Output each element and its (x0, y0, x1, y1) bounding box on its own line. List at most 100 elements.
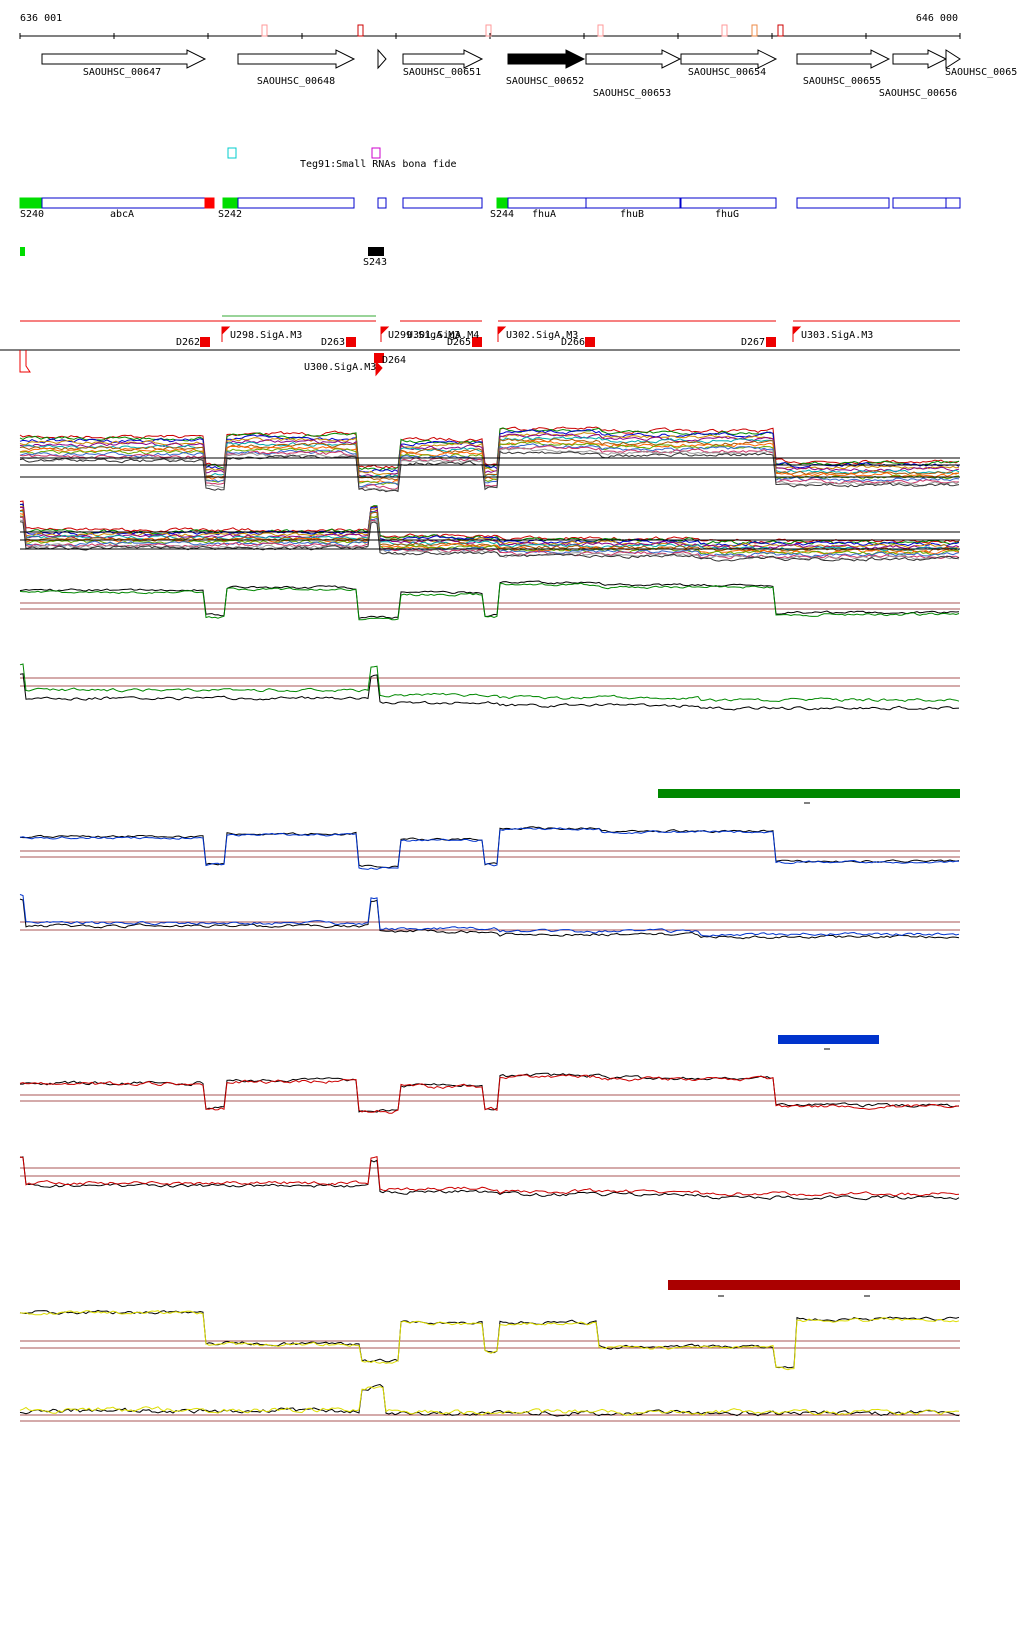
feature-box (41, 197, 206, 209)
feature-box (796, 197, 890, 209)
gene-label: SAOUHSC_00655 (803, 76, 881, 87)
profile-line (19, 1074, 960, 1114)
term-box (200, 337, 210, 347)
feature-box (20, 247, 25, 256)
feature-label: S244 (490, 209, 514, 220)
term-box (374, 353, 384, 363)
feature-box (368, 247, 384, 256)
profile-line (19, 1386, 960, 1416)
feature-label: fhuG (715, 209, 739, 220)
gene-arrow (377, 48, 387, 70)
profile-line (19, 1310, 960, 1371)
cluster-bar (658, 789, 960, 798)
promoter-label: D262 (176, 337, 200, 348)
feature-box (19, 197, 43, 209)
gene-arrow (892, 49, 948, 69)
ruler-marker (597, 24, 604, 37)
promoter-flag (221, 326, 231, 342)
promoter-flag (380, 326, 390, 342)
feature-box (585, 197, 681, 209)
feature-label: S242 (218, 209, 242, 220)
profile-line (19, 445, 960, 490)
promoter-label: D263 (321, 337, 345, 348)
feature-box (377, 197, 387, 209)
profile-line (19, 663, 960, 703)
gene-arrow (945, 49, 961, 69)
feature-box (892, 197, 947, 209)
marker (371, 147, 381, 159)
promoter-label: U302.SigA.M3 (506, 330, 578, 341)
profile-line (19, 443, 960, 488)
promoter-flag (792, 326, 802, 342)
profile-line (19, 894, 960, 937)
gene-arrow (796, 49, 891, 69)
feature-box (402, 197, 483, 209)
ruler-marker (751, 24, 758, 37)
gene-arrow (680, 49, 778, 69)
profile-line (19, 521, 960, 562)
cluster-bar (778, 1035, 879, 1044)
profile-line (19, 429, 960, 473)
promoter-label: D267 (741, 337, 765, 348)
cluster-bar (668, 1280, 960, 1290)
gene-label: SAOUHSC_00651 (403, 67, 481, 78)
profile-line (19, 438, 960, 481)
profile-line (19, 827, 960, 870)
profile-line (19, 426, 960, 469)
feature-label: fhuA (532, 209, 556, 220)
ruler-marker (485, 24, 492, 37)
term-box (585, 337, 595, 347)
profile-line (19, 1156, 960, 1201)
marker (227, 147, 237, 159)
feature-box (680, 197, 777, 209)
profile-line (19, 503, 960, 546)
promoter-flag (375, 360, 383, 377)
ruler-end: 646 000 (916, 13, 958, 24)
profile-line (19, 582, 960, 621)
profile-line (19, 433, 960, 478)
term-box (472, 337, 482, 347)
ruler-start: 636 001 (20, 13, 62, 24)
feature-box (204, 197, 215, 209)
feature-box (237, 197, 355, 209)
gene-label: SAOUHSC_00654 (688, 67, 766, 78)
feature-label: S240 (20, 209, 44, 220)
profile-line (19, 450, 960, 493)
gene-arrow (402, 49, 484, 69)
feature-label: abcA (110, 209, 134, 220)
profile-line (19, 500, 960, 544)
profile-line (19, 898, 960, 940)
promoter-label: U299.SigA.M3 (388, 330, 460, 341)
profile-line (19, 1155, 960, 1197)
profile-line (19, 580, 960, 620)
promoter-label: D265 (447, 337, 471, 348)
profile-line (19, 1383, 960, 1417)
promoter-flag (19, 350, 31, 373)
gene-arrow (41, 49, 207, 69)
feature-box (507, 197, 587, 209)
profile-line (20, 441, 960, 485)
term-box (346, 337, 356, 347)
gene-label: SAOUHSC_00652 (506, 76, 584, 87)
promoter-flag (497, 326, 507, 342)
promoter-label: U298.SigA.M3 (230, 330, 302, 341)
profile-line (19, 673, 960, 711)
feature-box (945, 197, 961, 209)
gene-label: SAOUHSC_00656 (879, 88, 957, 99)
ruler-marker (777, 24, 784, 37)
promoter-label: D264 (382, 355, 406, 366)
gene-arrow (507, 49, 586, 69)
ruler-marker (357, 24, 364, 37)
gene-label: SAOUHSC_00653 (593, 88, 671, 99)
gene-label: SAOUHSC_00647 (83, 67, 161, 78)
feature-box (222, 197, 239, 209)
gene-arrow (585, 49, 682, 69)
gene-label: SAOUHSC_00648 (257, 76, 335, 87)
gene-label: SAOUHSC_0065 (945, 67, 1017, 78)
feature-box (496, 197, 509, 209)
promoter-label: D266 (561, 337, 585, 348)
ruler-marker (261, 24, 268, 37)
term-box (766, 337, 776, 347)
promoter-label: U303.SigA.M3 (801, 330, 873, 341)
